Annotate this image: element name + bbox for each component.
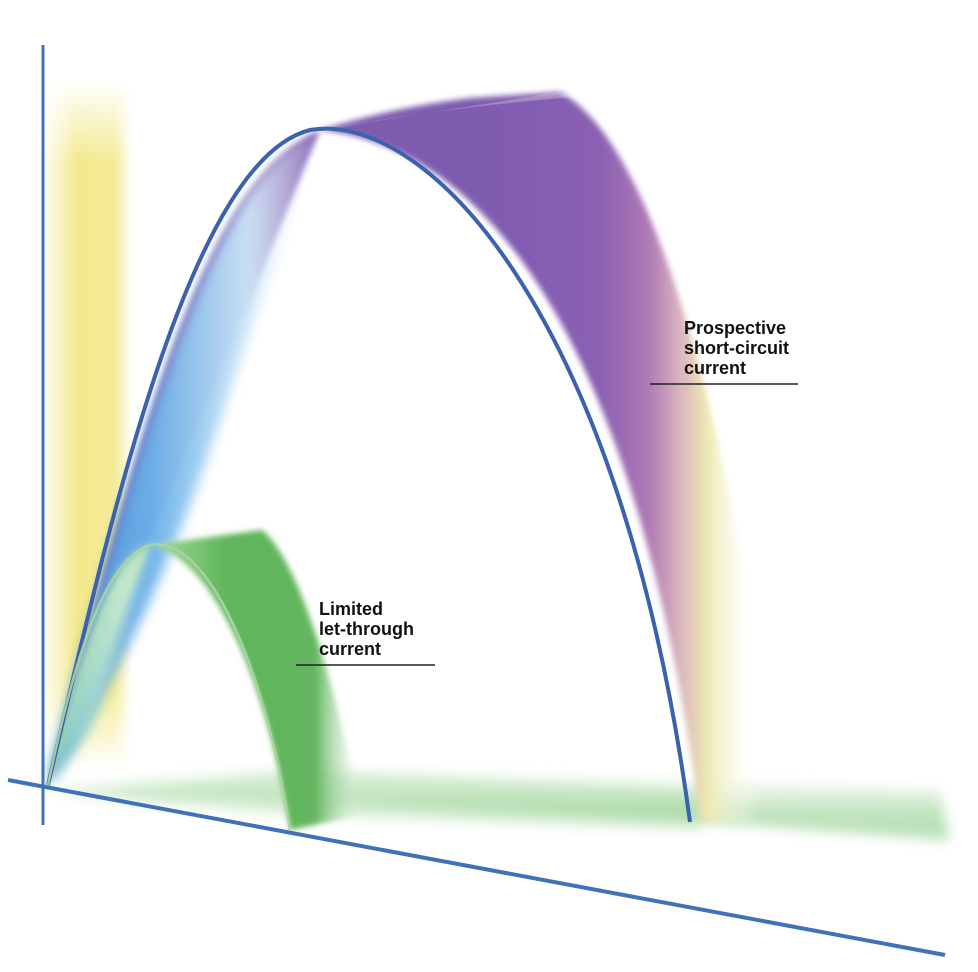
prospective-current-curve [46,126,692,823]
prospective-label-line-2: short-circuit [684,338,790,358]
floor-plane [40,760,950,840]
limited-label-line-1: Limited [319,599,384,619]
limited-current-curve [46,543,292,831]
horizontal-axis [7,778,946,957]
prospective-current-label: Prospective short-circuit current [684,318,789,378]
prospective-label-line-1: Prospective [684,318,787,338]
yellow-back-panel [46,80,132,770]
limited-current-label: Limited let-through current [319,599,414,659]
limited-label-line-3: current [319,639,382,659]
limited-label-line-2: let-through [319,619,414,639]
limited-current-band [48,530,360,830]
prospective-label-line-3: current [684,358,747,378]
